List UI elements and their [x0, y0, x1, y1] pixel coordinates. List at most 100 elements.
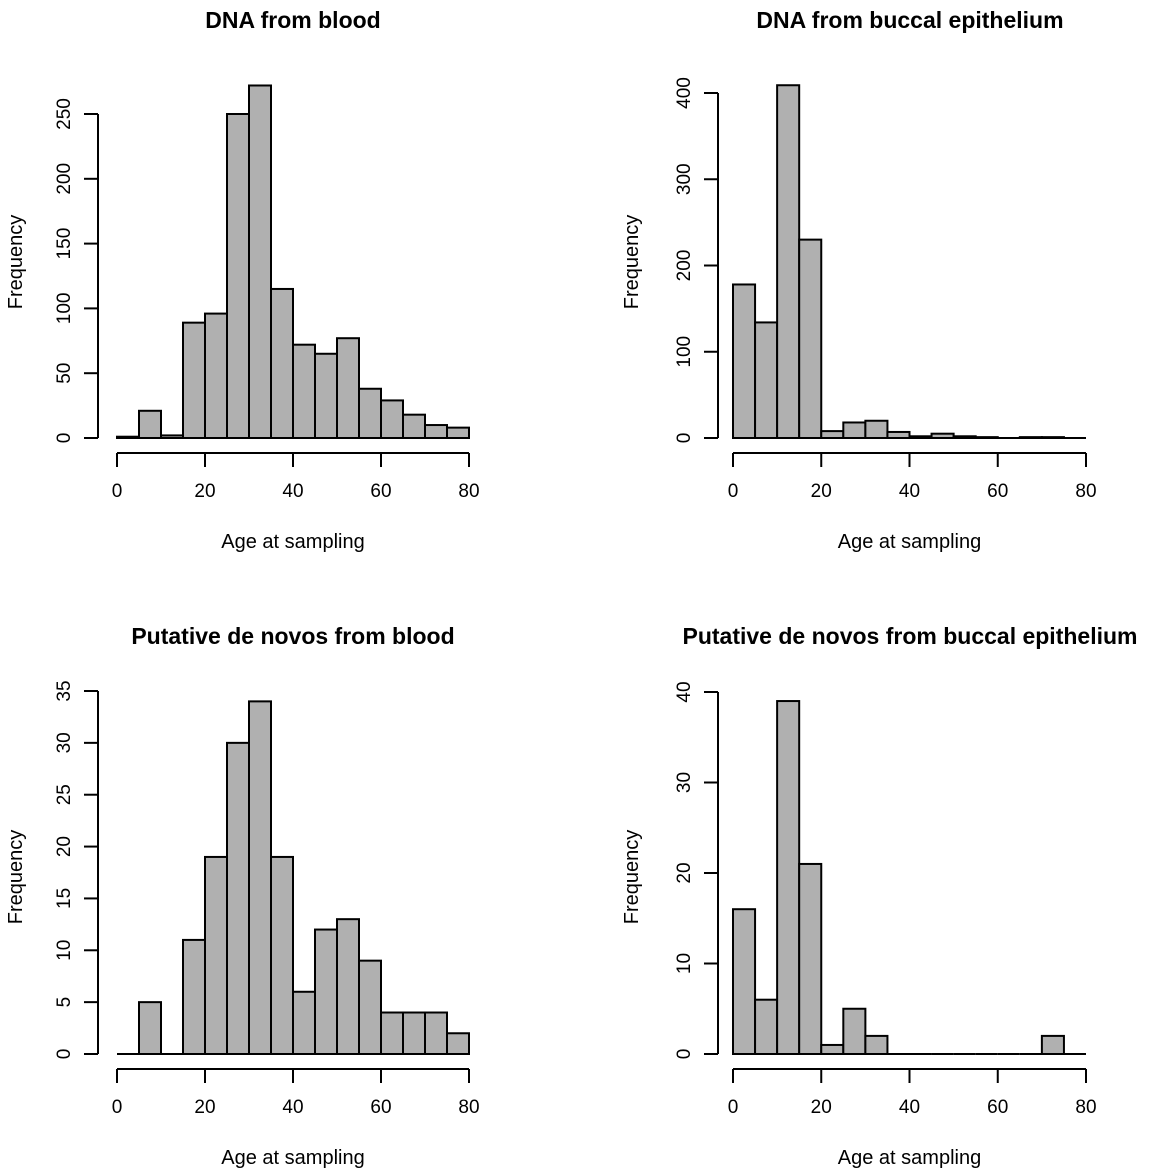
y-tick-label: 15 [54, 888, 75, 909]
histogram-bar [292, 343, 316, 439]
y-tick-label: 0 [674, 433, 695, 444]
y-tick-label: 20 [674, 862, 695, 883]
y-tick-label: 100 [54, 293, 75, 325]
x-tick-label: 60 [987, 1097, 1008, 1118]
histogram-bar [292, 990, 316, 1055]
histogram-bar [116, 435, 140, 440]
chart-title: DNA from blood [205, 7, 380, 33]
histogram-bar [908, 435, 933, 439]
histogram-bar [864, 1034, 889, 1056]
x-tick-label: 0 [728, 1097, 739, 1118]
x-tick-label: 20 [194, 481, 215, 502]
y-tick-label: 400 [674, 77, 695, 109]
x-axis-label: Age at sampling [838, 531, 981, 553]
histogram-bar [446, 426, 470, 439]
histogram-bar [974, 436, 999, 440]
histogram-bar [402, 413, 426, 439]
x-tick-label: 40 [899, 1097, 920, 1118]
histogram-bar [798, 862, 823, 1056]
y-tick-label: 30 [54, 732, 75, 753]
histogram-bar [402, 1011, 426, 1055]
histogram-bar [952, 435, 977, 439]
histogram-bar [424, 424, 448, 440]
x-tick-label: 60 [370, 481, 391, 502]
histogram-bar [380, 1011, 404, 1055]
histogram-bar [358, 959, 382, 1056]
y-tick-label: 150 [54, 228, 75, 260]
histogram-bar [204, 312, 228, 440]
histogram-panel-blood: DNA from blood 0 50 100 150 200 250 0 20 40 60 80 Ag… [5, 7, 480, 553]
histogram-bar [138, 1001, 162, 1056]
histogram-bar [776, 84, 801, 440]
chart-title: DNA from buccal epithelium [756, 7, 1063, 33]
y-axis-label: Frequency [621, 830, 643, 925]
x-tick-label: 80 [458, 1097, 479, 1118]
x-tick-label: 0 [112, 1097, 123, 1118]
y-axis-label: Frequency [621, 215, 643, 310]
x-tick-label: 40 [282, 1097, 303, 1118]
x-tick-label: 80 [1075, 481, 1096, 502]
histogram-bar [358, 387, 382, 440]
histogram-bar [732, 283, 757, 439]
histogram-bar [754, 998, 779, 1056]
histogram-bar [248, 84, 272, 439]
histogram-bar [930, 432, 955, 439]
y-tick-label: 100 [674, 336, 695, 368]
y-tick-label: 250 [54, 98, 75, 130]
x-tick-label: 60 [987, 481, 1008, 502]
y-tick-label: 0 [674, 1049, 695, 1060]
histogram-bar [270, 287, 294, 439]
x-tick-label: 40 [899, 481, 920, 502]
histogram-bar [1018, 436, 1043, 440]
y-tick-label: 25 [54, 784, 75, 805]
histogram-bar [820, 430, 845, 440]
histogram-bar [270, 855, 294, 1056]
histogram-bar [314, 928, 338, 1055]
histogram-bar [182, 938, 206, 1056]
x-tick-label: 0 [112, 481, 123, 502]
y-tick-label: 5 [54, 997, 75, 1008]
histogram-bar [776, 700, 801, 1055]
histogram-bar [842, 1007, 867, 1055]
histogram-panel-buccal: DNA from buccal epithelium 0 100 200 300 400 0… [621, 7, 1097, 553]
y-tick-label: 40 [674, 681, 695, 702]
y-tick-label: 300 [674, 163, 695, 195]
y-tick-label: 30 [674, 772, 695, 793]
x-tick-label: 0 [728, 481, 739, 502]
histogram-bar [842, 421, 867, 440]
histogram-bar [754, 321, 779, 439]
histogram-bar [820, 1043, 845, 1055]
y-tick-label: 0 [54, 433, 75, 444]
histogram-bar [446, 1032, 470, 1056]
histogram-bar [248, 700, 272, 1055]
y-tick-label: 35 [54, 680, 75, 701]
x-tick-label: 80 [458, 481, 479, 502]
histogram-panel-denovo-blood: Putative de novos from blood 0 5 10 15 20 25 30… [5, 623, 480, 1169]
y-tick-label: 0 [54, 1049, 75, 1060]
y-axis-label: Frequency [5, 215, 27, 310]
x-tick-label: 40 [282, 481, 303, 502]
histogram-panel-denovo-buccal: Putative de novos from buccal epithelium… [621, 623, 1137, 1169]
histogram-bar [732, 908, 757, 1056]
y-tick-label: 10 [54, 940, 75, 961]
x-tick-label: 20 [811, 481, 832, 502]
histogram-bar [1040, 436, 1065, 440]
chart-title: Putative de novos from buccal epithelium [683, 623, 1138, 649]
histogram-bar [138, 409, 162, 439]
histogram-bar [336, 337, 360, 440]
histogram-bar [1040, 1034, 1065, 1056]
histogram-bar [160, 434, 184, 439]
chart-title: Putative de novos from blood [131, 623, 454, 649]
histogram-bar [864, 419, 889, 439]
y-axis-label: Frequency [5, 830, 27, 925]
y-tick-label: 200 [674, 250, 695, 282]
x-tick-label: 80 [1075, 1097, 1096, 1118]
x-axis-label: Age at sampling [221, 1147, 364, 1169]
histogram-bar [226, 741, 250, 1055]
y-tick-label: 20 [54, 836, 75, 857]
x-axis-label: Age at sampling [838, 1147, 981, 1169]
x-tick-label: 20 [811, 1097, 832, 1118]
histogram-bar [424, 1011, 448, 1055]
histogram-bar [798, 238, 823, 439]
